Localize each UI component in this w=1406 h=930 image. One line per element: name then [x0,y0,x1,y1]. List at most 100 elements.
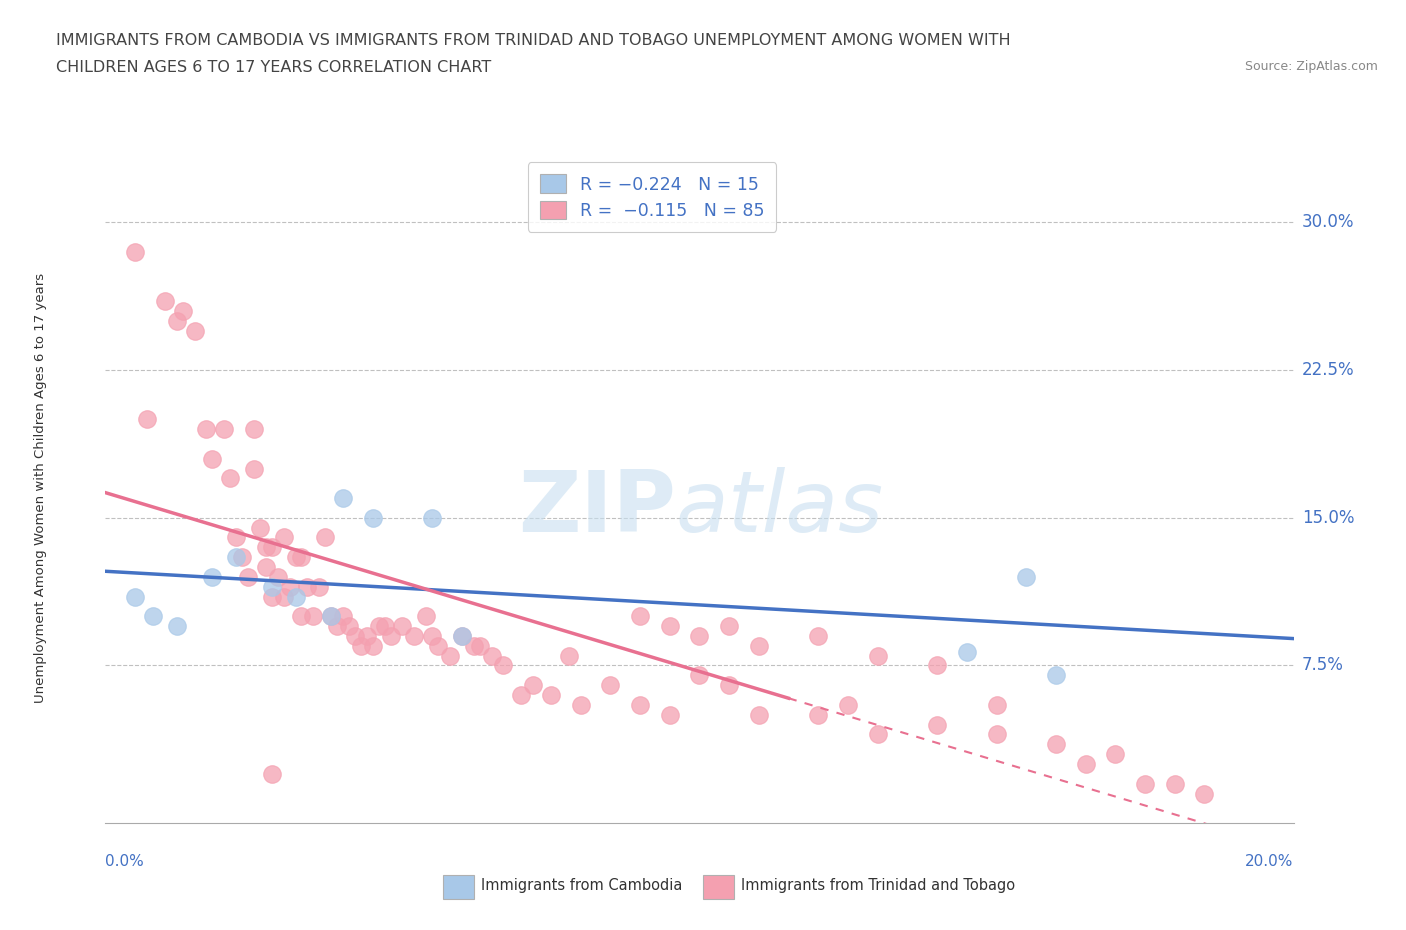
Point [463,638,485,653]
Point [380,629,402,644]
Point [986,698,1008,712]
Point [142,609,165,624]
Point [195,421,218,436]
Point [439,648,461,663]
Point [236,569,259,584]
Point [374,618,396,633]
Point [481,648,503,663]
Point [260,540,283,555]
Point [866,648,889,663]
Point [807,708,830,723]
Point [243,421,266,436]
Point [522,678,544,693]
Text: Immigrants from Trinidad and Tobago: Immigrants from Trinidad and Tobago [741,878,1015,893]
Point [249,520,271,535]
Point [540,687,562,702]
Point [183,324,205,339]
Point [201,451,224,466]
Point [1015,569,1038,584]
Point [689,629,711,644]
Point [420,629,443,644]
Text: Unemployment Among Women with Children Ages 6 to 17 years: Unemployment Among Women with Children A… [34,273,46,703]
Point [468,638,491,653]
Point [166,618,188,633]
Point [927,658,949,673]
Point [260,589,283,604]
Point [260,579,283,594]
Point [321,609,343,624]
Point [689,668,711,683]
Point [290,609,312,624]
Point [415,609,437,624]
Point [492,658,515,673]
Point [1045,668,1067,683]
Point [361,511,384,525]
Point [254,560,277,575]
Point [628,609,651,624]
Point [1104,747,1126,762]
Point [1074,756,1097,771]
Point [243,461,266,476]
Point [153,294,176,309]
Point [450,629,472,644]
Point [337,618,360,633]
Text: Immigrants from Cambodia: Immigrants from Cambodia [481,878,682,893]
Point [284,589,307,604]
Point [314,530,336,545]
Text: 30.0%: 30.0% [1302,213,1354,232]
Text: 20.0%: 20.0% [1246,854,1294,869]
Legend: R = −0.224   N = 15, R =  −0.115   N = 85: R = −0.224 N = 15, R = −0.115 N = 85 [527,162,776,232]
Point [361,638,384,653]
Point [326,618,349,633]
Point [558,648,581,663]
Point [718,678,741,693]
Point [124,245,146,259]
Point [1194,786,1216,801]
Point [927,717,949,732]
Point [1164,777,1187,791]
Point [201,569,224,584]
Point [273,530,295,545]
Point [332,491,354,506]
Point [166,313,188,328]
Point [260,766,283,781]
Text: IMMIGRANTS FROM CAMBODIA VS IMMIGRANTS FROM TRINIDAD AND TOBAGO UNEMPLOYMENT AMO: IMMIGRANTS FROM CAMBODIA VS IMMIGRANTS F… [56,33,1011,47]
Point [124,589,146,604]
Point [569,698,592,712]
Point [450,629,472,644]
Point [278,579,301,594]
Point [956,644,979,659]
Text: atlas: atlas [676,467,884,550]
Point [225,530,247,545]
Point [214,421,236,436]
Point [254,540,277,555]
Point [658,708,681,723]
Point [332,609,354,624]
Point [837,698,859,712]
Point [308,579,330,594]
Point [986,727,1008,742]
Point [510,687,533,702]
Point [273,589,295,604]
Point [267,569,290,584]
Text: 7.5%: 7.5% [1302,657,1344,674]
Point [1133,777,1156,791]
Point [599,678,621,693]
Point [866,727,889,742]
Text: ZIP: ZIP [517,467,676,550]
Point [172,303,194,318]
Point [219,471,242,485]
Point [297,579,319,594]
Point [290,550,312,565]
Point [748,638,770,653]
Point [136,412,159,427]
Point [628,698,651,712]
Point [391,618,413,633]
Text: CHILDREN AGES 6 TO 17 YEARS CORRELATION CHART: CHILDREN AGES 6 TO 17 YEARS CORRELATION … [56,60,492,75]
Point [658,618,681,633]
Point [427,638,450,653]
Text: Source: ZipAtlas.com: Source: ZipAtlas.com [1244,60,1378,73]
Point [1045,737,1067,751]
Point [420,511,443,525]
Point [404,629,426,644]
